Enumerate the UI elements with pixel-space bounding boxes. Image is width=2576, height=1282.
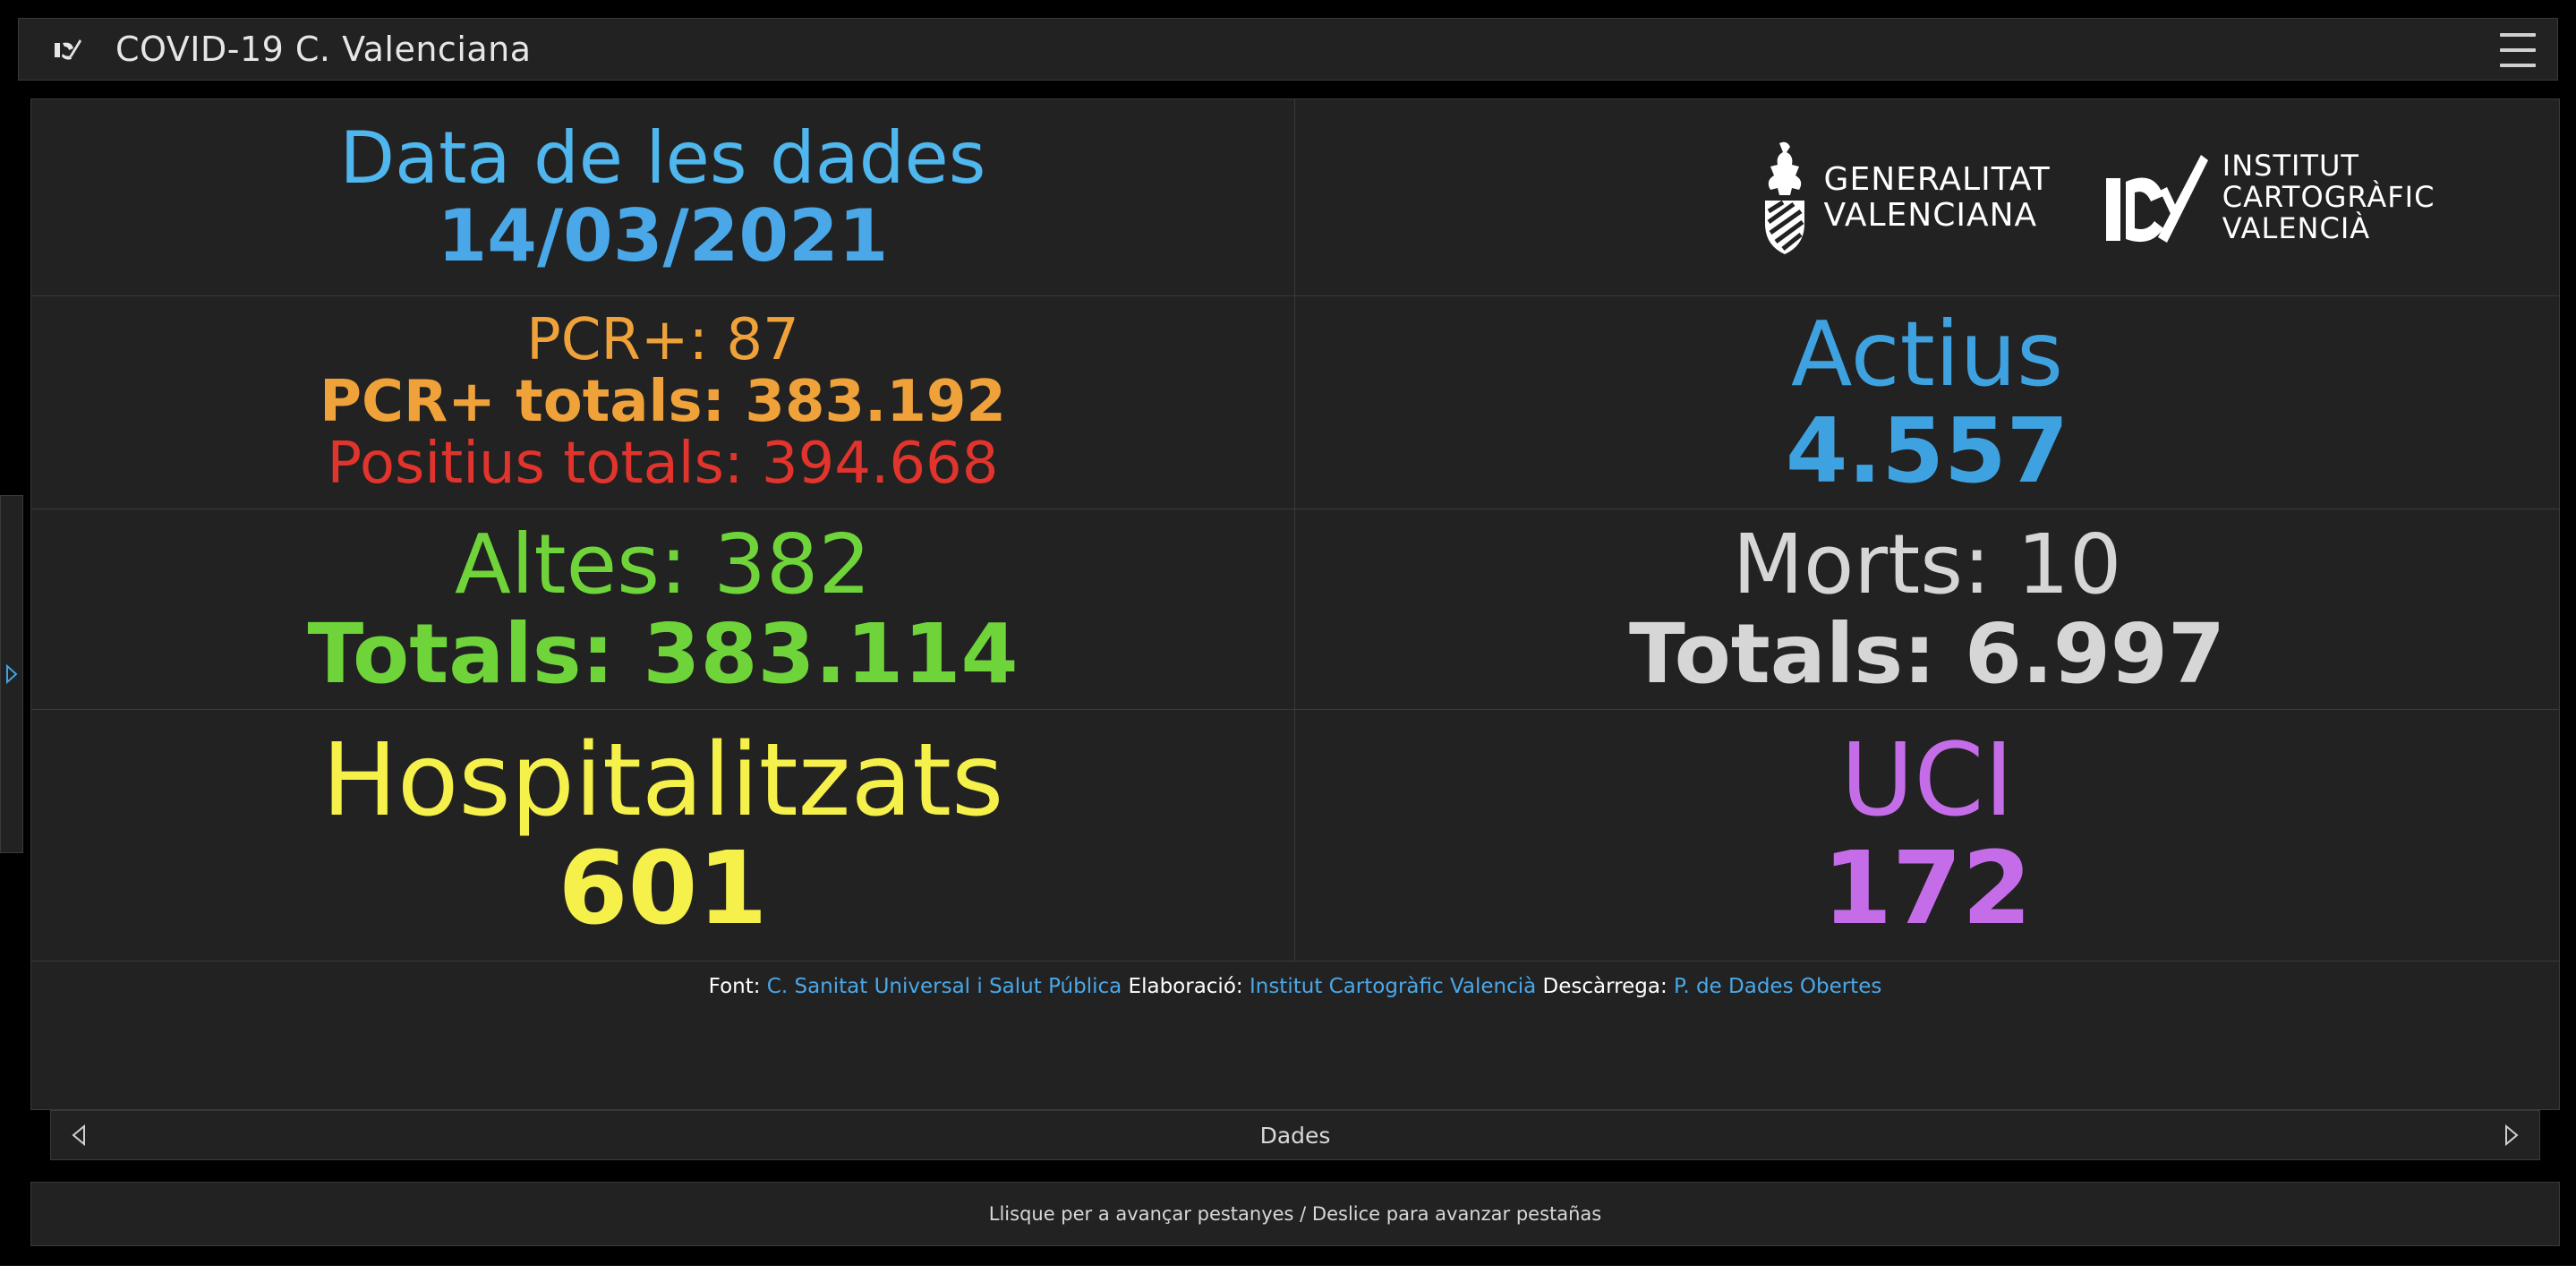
gva-logo-text: GENERALITAT VALENCIANA: [1823, 160, 2051, 234]
pcr-cell: PCR+: 87 PCR+ totals: 383.192 Positius t…: [31, 296, 1295, 509]
chevron-right-icon: [6, 664, 18, 684]
uci-label: UCI: [1840, 722, 2014, 840]
uci-value: 172: [1822, 831, 2032, 947]
icv-emblem-icon: [2105, 154, 2208, 243]
actius-label: Actius: [1790, 301, 2064, 406]
gva-crest-icon: [1764, 141, 1804, 254]
source-elab-label: Elaboració:: [1128, 975, 1243, 998]
app-title: COVID-19 C. Valenciana: [115, 30, 532, 69]
icv-logo: INSTITUT CARTOGRÀFIC VALENCIÀ: [2104, 150, 2435, 245]
hamburger-menu-icon[interactable]: [2500, 33, 2536, 67]
bottom-strip: [0, 1266, 2576, 1282]
gva-logo: GENERALITAT VALENCIANA: [1760, 140, 2051, 256]
altes-cell: Altes: 382 Totals: 383.114: [31, 509, 1295, 710]
source-line: Font: C. Sanitat Universal i Salut Públi…: [31, 975, 2559, 998]
morts-total: Totals: 6.997: [1629, 605, 2225, 702]
actius-cell: Actius 4.557: [1295, 296, 2559, 509]
source-font-link[interactable]: C. Sanitat Universal i Salut Pública: [766, 975, 1122, 998]
data-date-label: Data de les dades: [339, 116, 986, 201]
uci-cell: UCI 172: [1295, 710, 2559, 962]
tab-dades[interactable]: Dades: [1259, 1122, 1331, 1149]
chevron-left-icon: [72, 1124, 85, 1146]
source-font-label: Font:: [708, 975, 761, 998]
data-date-cell: Data de les dades 14/03/2021: [31, 99, 1295, 296]
altes-daily: Altes: 382: [455, 517, 871, 613]
tab-navigator: Dades: [50, 1110, 2540, 1160]
chevron-right-icon: [2505, 1124, 2519, 1146]
app-header: COVID-19 C. Valenciana: [18, 18, 2558, 81]
positius-total: Positius totals: 394.668: [327, 431, 999, 498]
data-date-value: 14/03/2021: [437, 193, 889, 278]
morts-cell: Morts: 10 Totals: 6.997: [1295, 509, 2559, 710]
actius-value: 4.557: [1785, 397, 2069, 503]
hospitalitzats-label: Hospitalitzats: [321, 722, 1004, 840]
morts-daily: Morts: 10: [1732, 517, 2122, 613]
next-tab-button[interactable]: [2498, 1122, 2525, 1149]
hospitalitzats-value: 601: [558, 831, 768, 947]
source-elab-link[interactable]: Institut Cartogràfic Valencià: [1249, 975, 1537, 998]
logos-cell: GENERALITAT VALENCIANA INSTITUT CARTOGRÀ…: [1295, 99, 2559, 296]
icv-logo-text: INSTITUT CARTOGRÀFIC VALENCIÀ: [2222, 148, 2435, 246]
source-desc-link[interactable]: P. de Dades Obertes: [1674, 975, 1882, 998]
stats-grid: Data de les dades 14/03/2021 GENERALITAT…: [31, 99, 2559, 962]
icv-icon: [49, 31, 85, 67]
swipe-hint: Llisque per a avançar pestanyes / Deslic…: [30, 1182, 2560, 1246]
dashboard-panel: Data de les dades 14/03/2021 GENERALITAT…: [30, 98, 2560, 1110]
side-panel-toggle[interactable]: [0, 495, 23, 853]
hospitalitzats-cell: Hospitalitzats 601: [31, 710, 1295, 962]
pcr-total: PCR+ totals: 383.192: [320, 368, 1006, 435]
source-desc-label: Descàrrega:: [1542, 975, 1668, 998]
previous-tab-button[interactable]: [65, 1122, 92, 1149]
altes-total: Totals: 383.114: [307, 605, 1019, 702]
pcr-daily: PCR+: 87: [526, 306, 799, 373]
